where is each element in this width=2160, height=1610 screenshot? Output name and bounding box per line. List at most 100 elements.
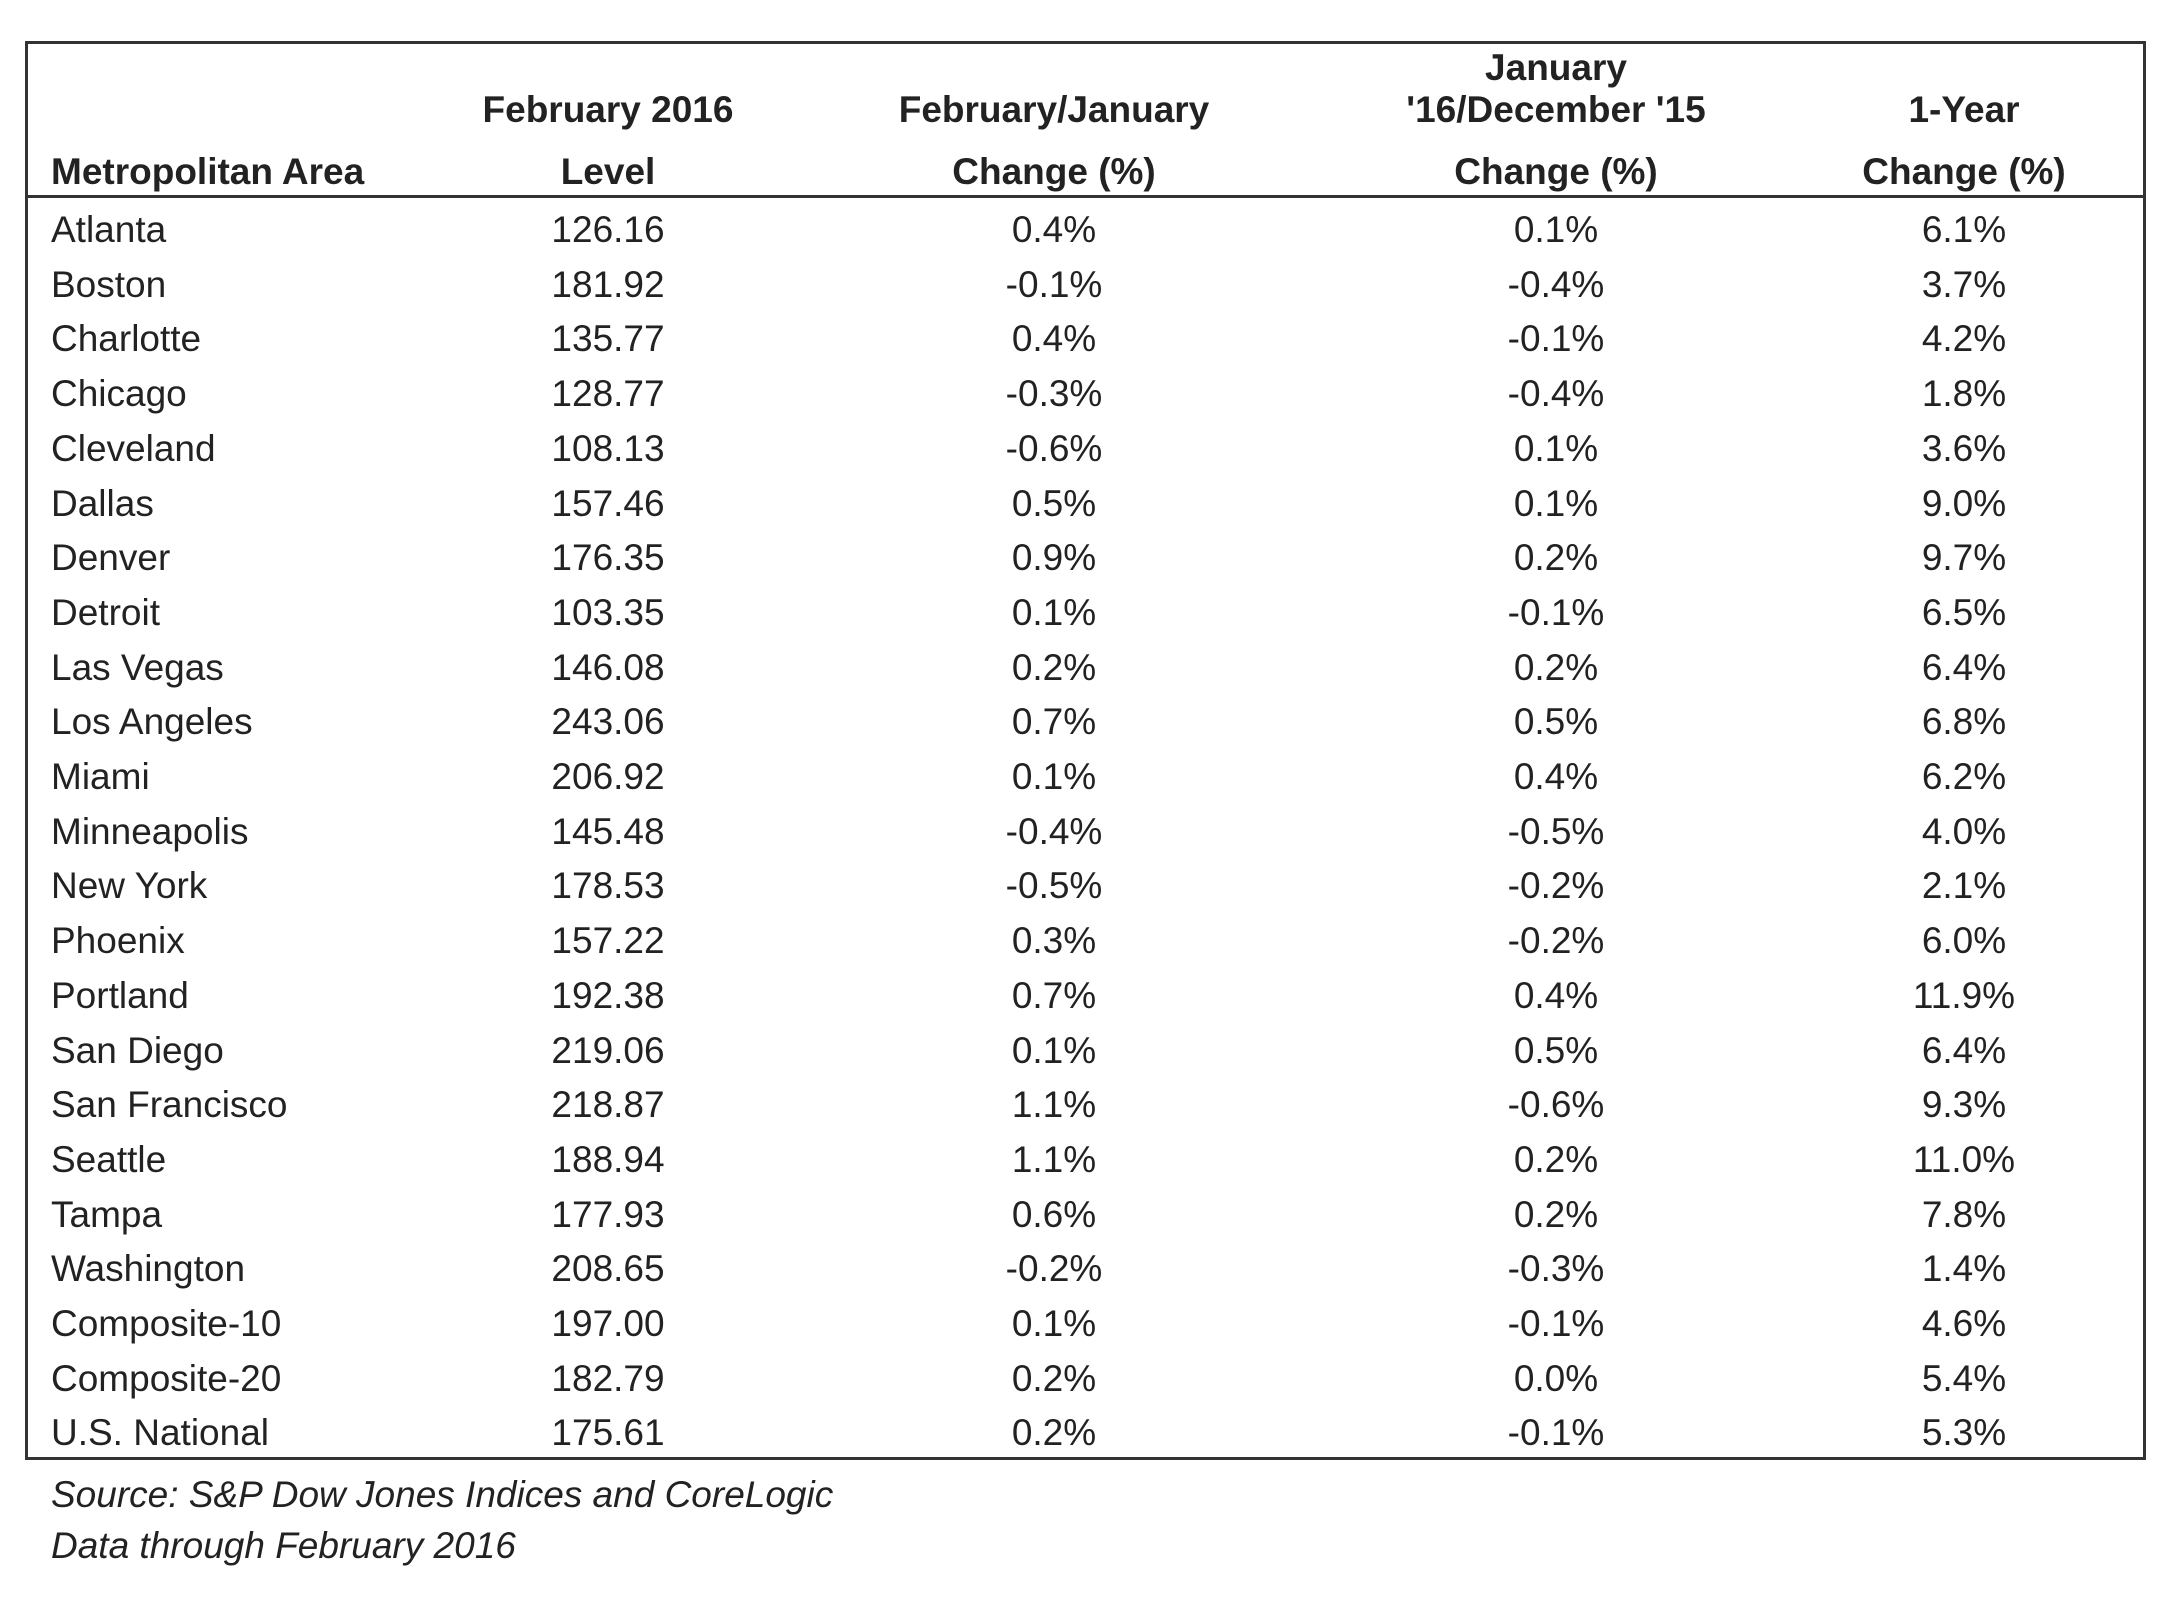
cell: 0.2% (1011, 1357, 1097, 1399)
cell: 0.2% (1513, 1138, 1599, 1180)
column-header: February 2016 (482, 89, 734, 130)
cell: 6.2% (1921, 756, 2007, 797)
cell: 0.1% (1011, 756, 1097, 797)
cell: -0.1% (1005, 263, 1103, 305)
cell: 5.3% (1921, 1412, 2007, 1454)
cell: -0.5% (1005, 865, 1103, 907)
cell: 0.2% (1513, 537, 1599, 579)
cell: 0.1% (1513, 427, 1599, 469)
cell: 0.3% (1011, 920, 1097, 962)
cell: 3.7% (1921, 263, 2007, 305)
cell: 1.1% (1011, 1138, 1097, 1180)
cell: 197.00 (551, 1303, 665, 1344)
cell: 0.4% (1011, 209, 1097, 250)
cell: 9.3% (1921, 1084, 2007, 1126)
cell: -0.1% (1507, 591, 1605, 633)
cell: 0.2% (1513, 1193, 1599, 1235)
row-label: New York (51, 865, 208, 907)
cell: 145.48 (551, 810, 665, 852)
cell: 135.77 (551, 318, 665, 360)
cell: 1.4% (1921, 1248, 2007, 1290)
header-rule (25, 195, 2146, 198)
row-label: Composite-20 (51, 1357, 282, 1399)
cell: -0.2% (1507, 865, 1605, 907)
cell: 178.53 (551, 865, 665, 907)
cell: 3.6% (1921, 427, 2007, 469)
row-label: Detroit (51, 591, 160, 633)
column-header: January (1485, 47, 1627, 88)
cell: 146.08 (551, 646, 665, 688)
cell: 9.0% (1921, 482, 2007, 524)
cell: 0.5% (1011, 482, 1097, 524)
cell: 4.2% (1921, 318, 2007, 360)
row-label: Las Vegas (51, 646, 224, 688)
cell: 6.5% (1921, 591, 2007, 633)
cell: 0.1% (1011, 1029, 1097, 1071)
cell: 7.8% (1921, 1193, 2007, 1235)
cell: 0.2% (1011, 646, 1097, 688)
cell: 6.0% (1921, 920, 2007, 962)
cell: 219.06 (551, 1029, 665, 1071)
row-label: Tampa (51, 1193, 163, 1235)
row-label: Denver (51, 537, 171, 579)
cell: 206.92 (551, 756, 665, 797)
column-header: February/January (898, 89, 1210, 130)
cell: -0.1% (1507, 1303, 1605, 1344)
row-label: Portland (51, 974, 189, 1016)
column-header: Change (%) (1862, 151, 2066, 192)
cell: 177.93 (551, 1193, 665, 1235)
cell: 103.35 (551, 591, 665, 633)
cell: 11.9% (1912, 974, 2016, 1016)
cell: 0.4% (1513, 974, 1599, 1016)
row-label: U.S. National (51, 1412, 269, 1454)
cell: -0.6% (1507, 1084, 1605, 1126)
cell: -0.1% (1507, 1412, 1605, 1454)
row-label: Los Angeles (51, 701, 253, 743)
cell: 11.0% (1912, 1138, 2016, 1180)
cell: 157.46 (551, 482, 665, 524)
cell: 0.1% (1011, 1303, 1097, 1344)
cell: 0.2% (1513, 646, 1599, 688)
cell: 0.4% (1513, 756, 1599, 797)
row-label: Chicago (51, 373, 187, 415)
cell: 4.6% (1921, 1303, 2007, 1344)
cell: 0.9% (1011, 537, 1097, 579)
cell: 126.16 (551, 209, 665, 250)
cell: -0.4% (1507, 373, 1605, 415)
cell: 4.0% (1921, 810, 2007, 852)
cell: 6.4% (1921, 1029, 2007, 1071)
cell: 243.06 (551, 701, 665, 743)
cell: 0.1% (1513, 209, 1599, 250)
column-header: Change (%) (1454, 151, 1658, 192)
row-label: Phoenix (51, 920, 185, 962)
cell: 0.6% (1011, 1193, 1097, 1235)
column-header: Change (%) (952, 151, 1156, 192)
column-header: Metropolitan Area (51, 151, 365, 192)
footnote: Data through February 2016 (51, 1525, 516, 1566)
row-label: Miami (51, 756, 150, 797)
cell: 192.38 (551, 974, 665, 1016)
cell: 6.8% (1921, 701, 2007, 743)
cell: 0.5% (1513, 701, 1599, 743)
cell: 188.94 (551, 1138, 665, 1180)
cell: 6.4% (1921, 646, 2007, 688)
row-label: Dallas (51, 482, 154, 524)
cell: 181.92 (551, 263, 665, 305)
cell: -0.3% (1005, 373, 1103, 415)
row-label: Atlanta (51, 209, 167, 250)
column-header: 1-Year (1908, 89, 2020, 130)
cell: -0.3% (1507, 1248, 1605, 1290)
cell: 5.4% (1921, 1357, 2007, 1399)
cell: 157.22 (551, 920, 665, 962)
cell: 1.8% (1921, 373, 2007, 415)
column-header: '16/December '15 (1406, 89, 1706, 130)
row-label: Minneapolis (51, 810, 249, 852)
cell: 0.7% (1011, 974, 1097, 1016)
cell: 0.4% (1011, 318, 1097, 360)
cell: -0.1% (1507, 318, 1605, 360)
row-label: Washington (51, 1248, 246, 1290)
cell: -0.4% (1005, 810, 1103, 852)
cell: 0.0% (1513, 1357, 1599, 1399)
cell: -0.2% (1005, 1248, 1103, 1290)
